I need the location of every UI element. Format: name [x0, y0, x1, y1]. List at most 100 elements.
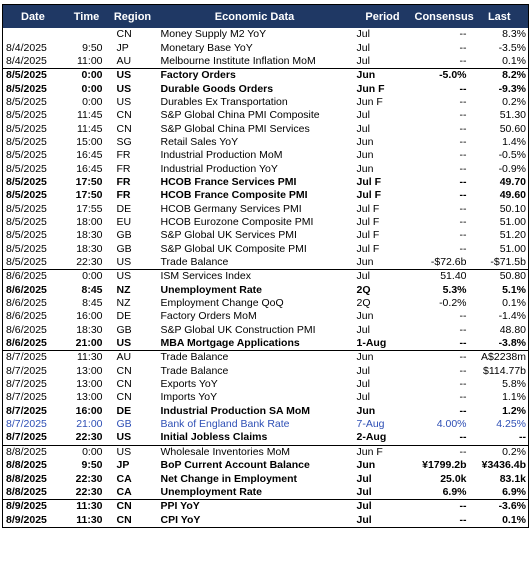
- cell-consensus: --: [459, 404, 467, 417]
- table-row: CN Money Supply M2 YoY Jul -- 8.3%: [3, 28, 529, 41]
- cell-period: Jul: [356, 472, 372, 485]
- table-row: 8/5/2025 18:30 GB S&P Global UK Services PM…: [3, 229, 529, 242]
- cell-consensus: --: [459, 229, 467, 242]
- table-row: 8/5/2025 17:55 DE HCOB Germany Services PMI…: [3, 202, 529, 215]
- cell-date: 8/5/2025: [6, 149, 47, 162]
- cell-consensus: --: [459, 109, 467, 122]
- table-row: 8/6/2025 21:00 US MBA Mortgage Applications…: [3, 337, 529, 351]
- cell-region: JP: [116, 459, 130, 472]
- cell-event: Melbourne Institute Inflation MoM: [160, 54, 316, 67]
- cell-date: 8/7/2025: [6, 391, 47, 404]
- cell-last: 0.1%: [502, 297, 526, 310]
- cell-date: 8/5/2025: [6, 122, 47, 135]
- cell-event: Retail Sales YoY: [160, 135, 239, 148]
- cell-consensus: --: [459, 364, 467, 377]
- cell-period: Jul: [356, 513, 372, 526]
- cell-last: 1.4%: [502, 135, 526, 148]
- table-row: 8/5/2025 17:50 FR HCOB France Services PMI J…: [3, 176, 529, 189]
- cell-date: 8/5/2025: [2, 68, 65, 83]
- header-period: Period: [352, 4, 413, 28]
- cell-event: Imports YoY: [160, 391, 218, 404]
- economic-calendar: Date Time Region Economic Data Period Co…: [2, 4, 529, 528]
- table-row: 8/8/2025 0:00 US Wholesale Inventories MoM J…: [2, 444, 529, 459]
- cell-period: Jul F: [356, 215, 380, 228]
- cell-consensus: --: [459, 122, 467, 135]
- cell-period: Jul: [352, 269, 413, 284]
- cell-last: -$71.5b: [490, 256, 526, 269]
- cell-consensus: --: [459, 310, 467, 323]
- cell-event: Unemployment Rate: [160, 283, 263, 296]
- cell-date: 8/7/2025: [6, 378, 47, 391]
- cell-last: 48.80: [499, 323, 526, 336]
- cell-date: 8/6/2025: [6, 310, 47, 323]
- cell-region: CN: [116, 513, 132, 526]
- economic-calendar-table: Date Time Region Economic Data Period Co…: [2, 4, 529, 528]
- cell-date: 8/6/2025: [6, 323, 47, 336]
- cell-time: 9:50: [82, 41, 103, 54]
- table-row: 8/4/2025 11:00 AU Melbourne Institute Infla…: [3, 55, 529, 69]
- cell-consensus: --: [459, 378, 467, 391]
- table-row: 8/7/2025 13:00 CN Imports YoY Jul -- 1.1%: [3, 391, 529, 404]
- cell-period: Jul: [356, 485, 372, 498]
- cell-date: 8/8/2025: [6, 459, 47, 472]
- cell-time: 17:50: [75, 175, 103, 188]
- table-row: 8/8/2025 22:30 CA Unemployment Rate Jul 6.9% 6…: [3, 486, 529, 500]
- header-region: Region: [108, 4, 157, 28]
- cell-date: 8/9/2025: [2, 499, 65, 514]
- cell-consensus: --: [459, 149, 467, 162]
- cell-consensus: --: [459, 135, 467, 148]
- cell-region: FR: [116, 189, 131, 202]
- cell-region: DE: [116, 202, 132, 215]
- cell-period: Jun: [356, 149, 374, 162]
- cell-region: DE: [116, 404, 132, 417]
- cell-event: Durable Goods Orders: [160, 82, 274, 95]
- cell-period: Jun: [356, 459, 376, 472]
- cell-event: Industrial Production SA MoM: [160, 404, 311, 417]
- table-row: 8/5/2025 0:00 US Durable Goods Orders Jun F -…: [3, 82, 529, 95]
- cell-event: Industrial Production YoY: [160, 162, 278, 175]
- cell-consensus: 51.40: [412, 269, 471, 284]
- cell-region: AU: [116, 54, 132, 67]
- cell-event: S&P Global UK Composite PMI: [160, 242, 307, 255]
- cell-event: S&P Global China PMI Services: [160, 122, 310, 135]
- cell-date: 8/5/2025: [6, 215, 47, 228]
- cell-consensus: -$72.6b: [430, 256, 467, 269]
- cell-region: GB: [116, 323, 132, 336]
- table-row: 8/5/2025 0:00 US Factory Orders Jun -5.0% 8.2%: [2, 68, 529, 83]
- cell-consensus: -0.2%: [439, 297, 467, 310]
- table-row: 8/7/2025 16:00 DE Industrial Production SA …: [3, 405, 529, 418]
- cell-period: Jul F: [356, 229, 380, 242]
- cell-last: -9.3%: [498, 82, 526, 95]
- cell-period: Jul F: [356, 202, 380, 215]
- table-row: 8/6/2025 8:45 NZ Employment Change QoQ 2Q -0.…: [3, 297, 529, 310]
- cell-time: 22:30: [76, 256, 103, 269]
- cell-region: JP: [116, 41, 129, 54]
- cell-event: BoP Current Account Balance: [160, 459, 310, 472]
- cell-time: 11:30: [76, 513, 103, 526]
- cell-time: 0:00: [64, 269, 109, 284]
- cell-date: 8/5/2025: [6, 135, 47, 148]
- cell-event: Wholesale Inventories MoM: [156, 444, 353, 459]
- cell-period: 2Q: [356, 297, 371, 310]
- cell-region: SG: [116, 135, 132, 148]
- cell-region: CN: [116, 122, 132, 135]
- cell-region: CA: [116, 485, 132, 498]
- cell-period: Jul: [356, 391, 370, 404]
- cell-time: 0:00: [64, 68, 109, 83]
- cell-region: DE: [116, 310, 132, 323]
- cell-consensus: --: [412, 499, 471, 514]
- cell-event: PPI YoY: [156, 499, 353, 514]
- header-economic-data: Economic Data: [156, 4, 353, 28]
- cell-date: 8/5/2025: [6, 162, 47, 175]
- cell-event: Employment Change QoQ: [160, 297, 284, 310]
- cell-last: 51.30: [499, 109, 526, 122]
- cell-time: 18:30: [76, 323, 103, 336]
- table-row: 8/7/2025 21:00 GB Bank of England Bank Rate…: [3, 418, 529, 431]
- cell-region: CN: [116, 391, 132, 404]
- cell-last: 0.1%: [502, 54, 526, 67]
- cell-last: -1.4%: [498, 310, 526, 323]
- cell-date: 8/5/2025: [6, 109, 47, 122]
- cell-date: 8/4/2025: [6, 41, 47, 54]
- cell-event: Money Supply M2 YoY: [160, 28, 267, 41]
- cell-event: Monetary Base YoY: [160, 41, 253, 54]
